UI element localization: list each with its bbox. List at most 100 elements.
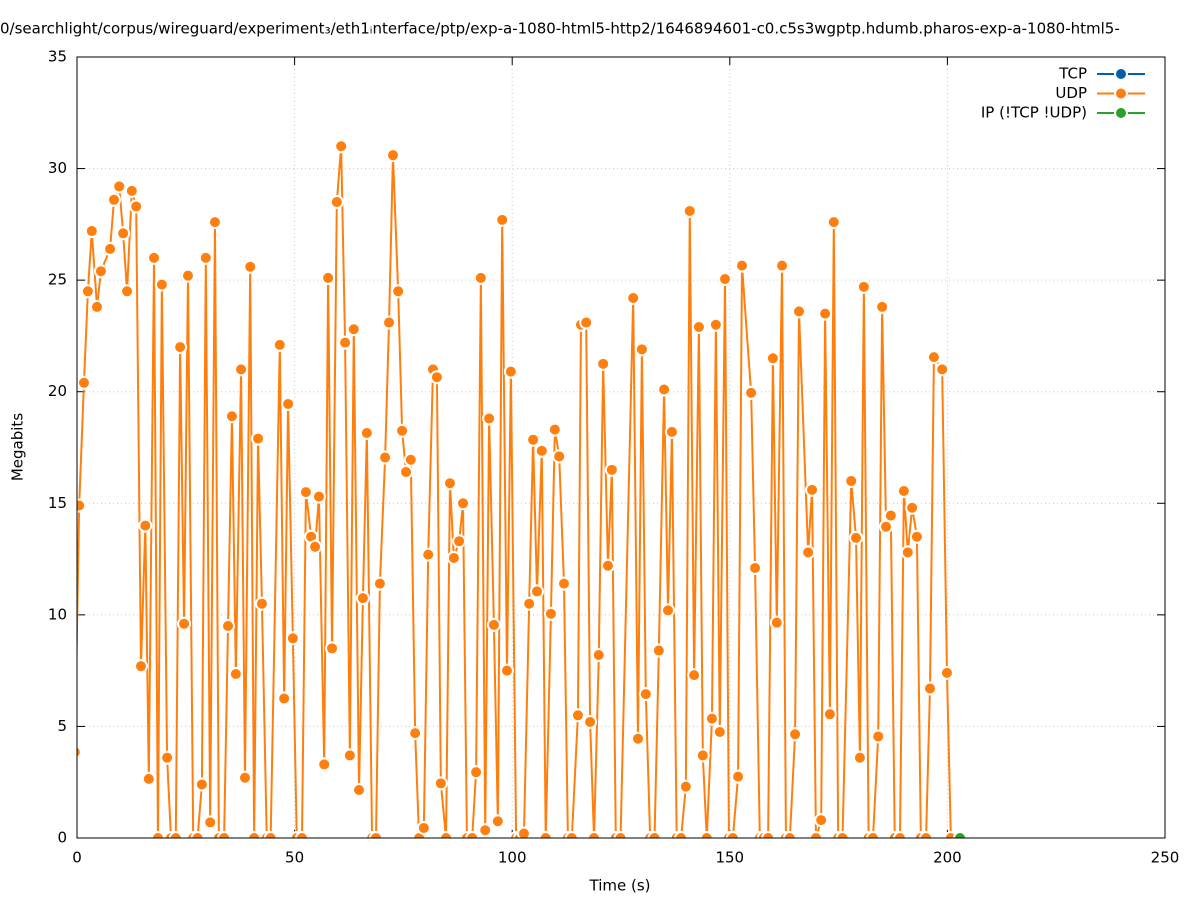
plot-border <box>76 56 1166 839</box>
data-point <box>465 831 480 838</box>
data-point <box>495 212 510 227</box>
data-point <box>372 576 387 591</box>
data-point <box>718 272 733 287</box>
data-point <box>634 342 649 357</box>
data-point <box>526 432 541 447</box>
chart-title: 0/searchlight/corpus/wireguard/experimen… <box>0 20 1120 38</box>
data-point <box>761 831 776 838</box>
y-tick-label: 35 <box>48 48 67 66</box>
data-point <box>452 534 467 549</box>
data-point <box>583 714 598 729</box>
data-point <box>600 558 615 573</box>
data-point <box>416 820 431 835</box>
data-point <box>391 284 406 299</box>
data-point <box>516 826 531 838</box>
data-point <box>687 668 702 683</box>
data-point <box>124 183 139 198</box>
data-point <box>856 279 871 294</box>
data-point <box>788 727 803 742</box>
data-point <box>342 748 357 763</box>
data-point <box>133 659 148 674</box>
y-axis-label: Megabits <box>9 413 27 481</box>
data-point <box>103 241 118 256</box>
data-point <box>403 452 418 467</box>
data-point <box>791 304 806 319</box>
data-point <box>147 250 162 265</box>
data-point <box>177 616 192 631</box>
data-point <box>556 576 571 591</box>
data-point <box>896 484 911 499</box>
data-point <box>664 424 679 439</box>
data-point <box>217 831 232 838</box>
x-tick-label: 100 <box>498 849 527 867</box>
data-point <box>905 500 920 515</box>
data-point <box>160 750 175 765</box>
data-point <box>591 648 606 663</box>
data-point <box>243 259 258 274</box>
data-point <box>295 831 309 838</box>
data-point <box>198 250 213 265</box>
data-point <box>822 707 837 722</box>
data-point <box>552 449 567 464</box>
data-point <box>106 192 121 207</box>
data-point <box>338 335 353 350</box>
data-point <box>939 665 954 680</box>
data-point <box>334 139 349 154</box>
data-point <box>538 831 553 838</box>
data-point <box>865 831 880 838</box>
data-point <box>120 284 135 299</box>
data-point <box>775 258 790 273</box>
x-tick-label: 250 <box>1151 849 1180 867</box>
data-point <box>228 666 243 681</box>
data-point <box>651 643 666 658</box>
y-tick-label: 15 <box>48 494 67 512</box>
data-point <box>678 779 693 794</box>
data-point <box>909 529 924 544</box>
data-point <box>325 641 340 656</box>
data-point <box>935 362 950 377</box>
data-point <box>805 482 820 497</box>
data-point <box>359 425 374 440</box>
data-point <box>285 631 300 646</box>
data-point <box>682 203 697 218</box>
data-point <box>80 284 95 299</box>
data-point <box>355 591 370 606</box>
data-point <box>543 606 558 621</box>
data-point <box>168 831 183 838</box>
data-point <box>638 687 653 702</box>
data-point <box>138 518 153 533</box>
data-point <box>712 725 727 740</box>
data-point <box>298 485 313 500</box>
data-point <box>564 831 579 838</box>
data-point <box>224 409 239 424</box>
data-point <box>725 831 740 838</box>
data-point <box>922 681 937 696</box>
y-tick-label: 0 <box>57 829 67 847</box>
data-point <box>547 422 562 437</box>
data-point <box>263 831 278 838</box>
data-point <box>352 783 367 798</box>
data-point <box>699 831 714 838</box>
data-point <box>112 179 127 194</box>
data-point <box>530 584 545 599</box>
data-point <box>782 831 797 838</box>
data-point <box>116 226 131 241</box>
data-point <box>596 356 611 371</box>
data-point <box>826 215 841 230</box>
data-point <box>879 519 894 534</box>
data-point <box>587 831 602 838</box>
data-point <box>433 776 448 791</box>
data-point <box>469 765 484 780</box>
data-point <box>849 530 864 545</box>
data-point <box>456 496 471 511</box>
data-point <box>421 547 436 562</box>
data-point <box>731 769 746 784</box>
data-point <box>173 340 188 355</box>
data-point <box>674 831 689 838</box>
y-tick-label: 30 <box>48 159 67 177</box>
data-point <box>408 726 423 741</box>
data-point <box>926 350 941 365</box>
x-axis-label: Time (s) <box>589 877 651 895</box>
